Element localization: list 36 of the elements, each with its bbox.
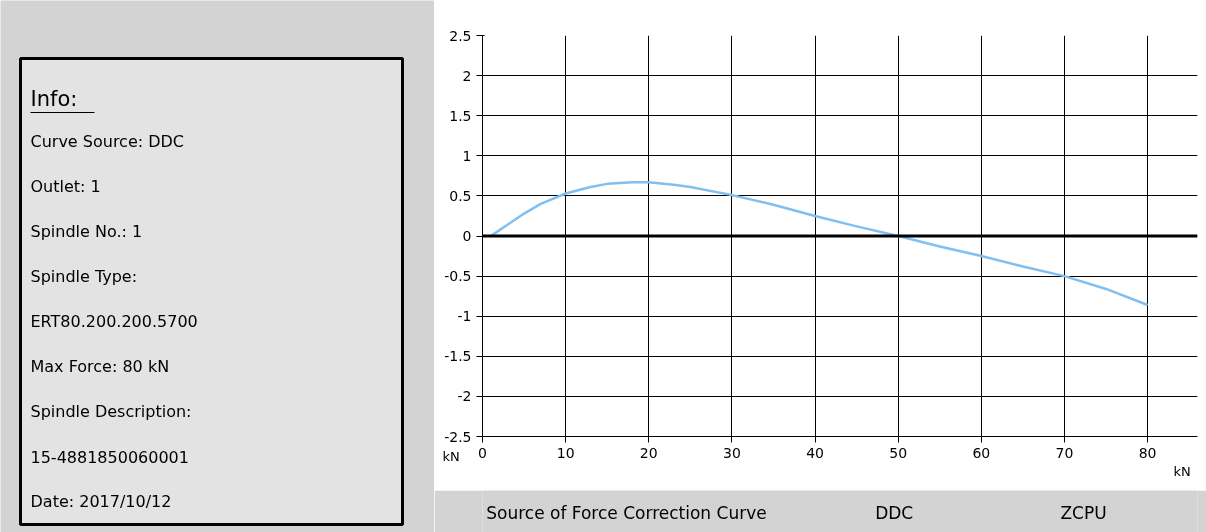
y-tick-label: -1 <box>457 308 472 325</box>
y-tick-label: 2.5 <box>449 27 472 44</box>
text: Spindle No.: 1 <box>30 222 143 241</box>
text: ERT80.200.200.5700 <box>30 312 198 331</box>
text: DDC <box>875 502 914 523</box>
text: Max Force: 80 kN <box>30 357 170 376</box>
text: Date: 2017/10/12 <box>30 492 172 511</box>
y-tick-label: -2.5 <box>444 428 472 445</box>
text: kN <box>442 448 460 464</box>
text: Curve Source: DDC <box>30 132 185 151</box>
y-tick-label: 1 <box>462 147 472 164</box>
line-series <box>489 181 1149 307</box>
x-tick-label: 40 <box>806 444 824 461</box>
x-tick-label: 60 <box>972 444 991 461</box>
source-note: Source of Force Correction Curve <box>486 502 767 523</box>
x-tick-label: 70 <box>1055 444 1074 461</box>
y-tick-label: -1.5 <box>444 348 472 365</box>
text: kN <box>1173 463 1191 479</box>
text: Spindle Description: <box>30 402 192 421</box>
y-tick-label: 0 <box>462 228 472 244</box>
y-tick-label: 1.5 <box>449 107 472 124</box>
y-tick-label: -0.5 <box>444 268 472 285</box>
text: 15-4881850060001 <box>30 447 189 467</box>
x-tick-label: 50 <box>889 444 908 461</box>
x-tick-label: 0 <box>478 444 487 461</box>
text: Info: <box>30 86 78 111</box>
x-tick-label: 10 <box>556 444 575 461</box>
text: Outlet: 1 <box>30 177 101 196</box>
text: ZCPU <box>1060 502 1107 523</box>
text: Spindle Type: <box>30 267 138 286</box>
y-tick-label: 0.5 <box>449 187 472 204</box>
y-tick-label: -2 <box>457 388 472 405</box>
x-tick-label: 20 <box>639 444 658 461</box>
x-tick-label: 30 <box>723 444 741 461</box>
x-tick-label: 80 <box>1138 444 1157 461</box>
y-tick-label: 2 <box>462 67 472 84</box>
